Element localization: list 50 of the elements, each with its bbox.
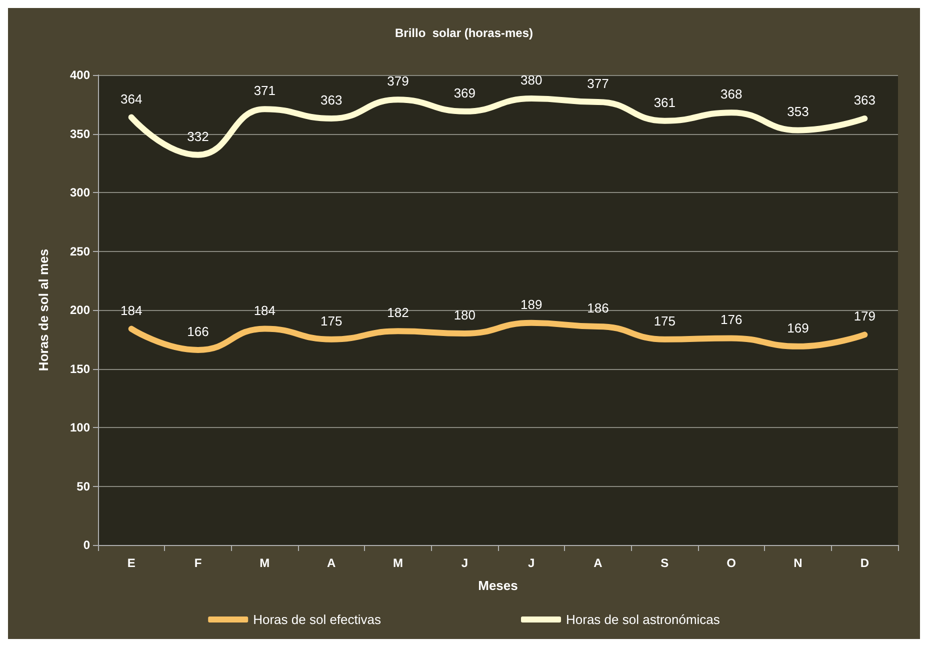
data-label: 361 xyxy=(654,94,676,110)
legend-label: Horas de sol astronómicas xyxy=(566,612,720,627)
y-tick-label: 100 xyxy=(70,420,90,434)
data-label: 371 xyxy=(254,83,276,98)
y-tick-label: 400 xyxy=(70,68,90,82)
data-label: 377 xyxy=(587,76,609,92)
x-tick-label: J xyxy=(528,556,535,570)
data-label: 176 xyxy=(720,312,742,328)
x-tick-label: S xyxy=(660,556,669,570)
data-label: 363 xyxy=(854,92,876,108)
x-tick-label: M xyxy=(260,556,270,570)
legend-label: Horas de sol efectivas xyxy=(253,612,382,627)
data-label: 175 xyxy=(654,313,676,328)
y-tick-label: 250 xyxy=(70,244,90,258)
y-tick-label: 300 xyxy=(70,186,90,200)
data-label: 369 xyxy=(454,85,476,100)
y-axis-title: Horas de sol al mes xyxy=(36,248,51,372)
data-label: 363 xyxy=(320,92,342,108)
x-tick-label: A xyxy=(594,556,603,570)
data-label: 379 xyxy=(387,74,409,89)
data-label: 332 xyxy=(187,128,209,144)
x-tick-label: D xyxy=(860,556,870,570)
chart-title: Brillo solar (horas-mes) xyxy=(394,26,534,40)
y-tick-label: 50 xyxy=(76,479,90,494)
data-label: 189 xyxy=(520,296,542,312)
y-tick-label: 0 xyxy=(83,538,90,552)
x-tick-label: M xyxy=(393,556,403,570)
data-label: 184 xyxy=(254,302,276,318)
data-label: 353 xyxy=(787,104,809,120)
y-tick-label: 200 xyxy=(70,303,90,317)
data-label: 175 xyxy=(320,313,342,328)
data-label: 166 xyxy=(187,324,209,339)
x-tick-label: A xyxy=(326,556,336,570)
x-axis-title: Meses xyxy=(478,578,518,593)
y-tick-label: 150 xyxy=(70,362,90,376)
y-tick-label: 350 xyxy=(70,126,90,141)
data-label: 169 xyxy=(787,320,809,336)
x-tick-label: E xyxy=(127,556,136,570)
x-tick-label: F xyxy=(194,556,202,570)
data-label: 182 xyxy=(387,305,409,320)
x-tick-label: O xyxy=(726,556,736,570)
data-label: 364 xyxy=(120,91,142,106)
data-label: 184 xyxy=(120,302,142,318)
data-label: 186 xyxy=(587,300,609,316)
x-tick-label: N xyxy=(794,556,802,570)
x-tick-label: J xyxy=(461,556,468,570)
data-label: 368 xyxy=(720,86,742,102)
data-label: 380 xyxy=(520,72,542,88)
data-label: 180 xyxy=(454,308,476,322)
data-label: 179 xyxy=(854,308,876,324)
